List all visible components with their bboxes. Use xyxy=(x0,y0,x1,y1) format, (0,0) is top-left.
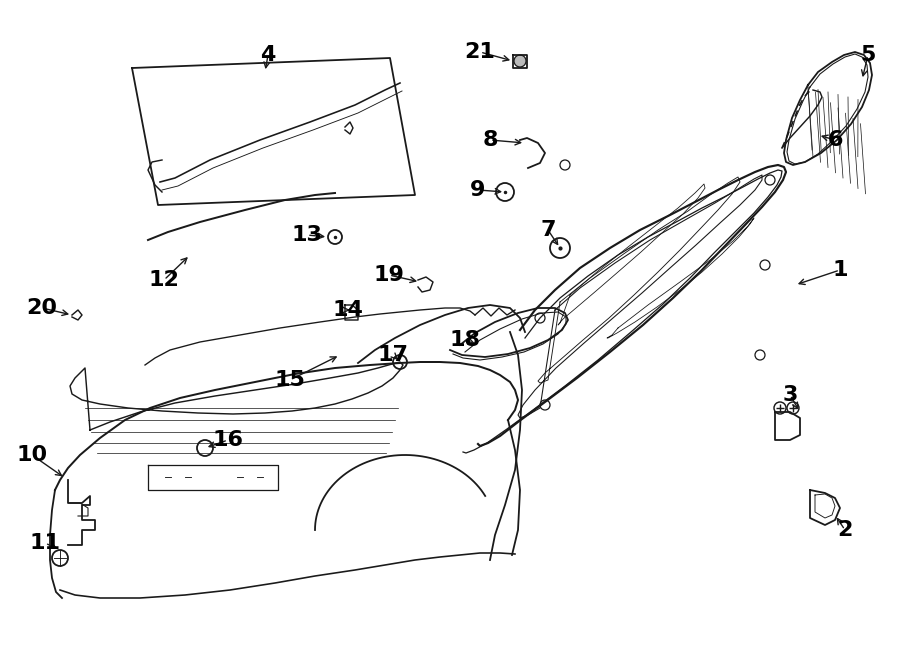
Text: 4: 4 xyxy=(260,45,275,65)
Text: 9: 9 xyxy=(471,180,486,200)
Text: 1: 1 xyxy=(832,260,848,280)
Text: 17: 17 xyxy=(377,345,409,365)
Text: 18: 18 xyxy=(449,330,481,350)
Text: 19: 19 xyxy=(374,265,404,285)
Text: 11: 11 xyxy=(30,533,60,553)
Text: 7: 7 xyxy=(540,220,556,240)
Circle shape xyxy=(514,55,526,67)
Text: 13: 13 xyxy=(292,225,322,245)
Text: 8: 8 xyxy=(482,130,498,150)
Text: 20: 20 xyxy=(26,298,58,318)
Text: 5: 5 xyxy=(860,45,876,65)
Text: 12: 12 xyxy=(148,270,179,290)
Text: 3: 3 xyxy=(782,385,797,405)
Text: 14: 14 xyxy=(333,300,364,320)
Text: 16: 16 xyxy=(212,430,244,450)
Text: 10: 10 xyxy=(16,445,48,465)
Text: 21: 21 xyxy=(464,42,495,62)
Text: 6: 6 xyxy=(827,130,842,150)
Text: 2: 2 xyxy=(837,520,852,540)
Text: 15: 15 xyxy=(274,370,305,390)
